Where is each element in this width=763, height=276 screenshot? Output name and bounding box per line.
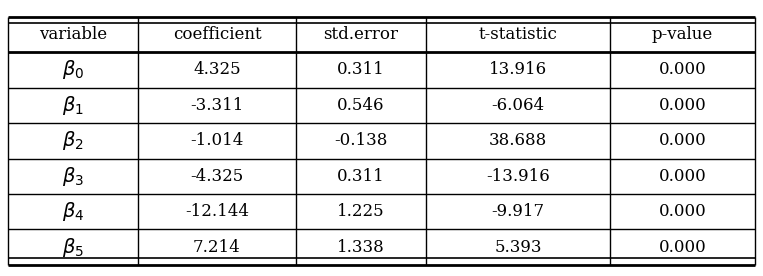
- Text: $\beta_{0}$: $\beta_{0}$: [62, 58, 84, 81]
- Text: p-value: p-value: [652, 26, 713, 43]
- Text: -4.325: -4.325: [191, 168, 243, 185]
- Text: 13.916: 13.916: [489, 61, 547, 78]
- Text: 5.393: 5.393: [494, 239, 542, 256]
- Text: 0.000: 0.000: [658, 61, 707, 78]
- Text: -1.014: -1.014: [190, 132, 243, 149]
- Text: $\beta_{3}$: $\beta_{3}$: [62, 165, 84, 188]
- Text: -9.917: -9.917: [491, 203, 545, 220]
- Text: 0.000: 0.000: [658, 239, 707, 256]
- Text: -3.311: -3.311: [190, 97, 243, 114]
- Text: $\beta_{2}$: $\beta_{2}$: [63, 129, 84, 152]
- Text: 0.546: 0.546: [337, 97, 385, 114]
- Text: 0.311: 0.311: [337, 61, 385, 78]
- Text: coefficient: coefficient: [172, 26, 261, 43]
- Text: variable: variable: [39, 26, 107, 43]
- Text: $\beta_{4}$: $\beta_{4}$: [62, 200, 84, 223]
- Text: 0.000: 0.000: [658, 203, 707, 220]
- Text: 7.214: 7.214: [193, 239, 241, 256]
- Text: -12.144: -12.144: [185, 203, 249, 220]
- Text: 4.325: 4.325: [193, 61, 241, 78]
- Text: -0.138: -0.138: [334, 132, 388, 149]
- Text: t-statistic: t-statistic: [478, 26, 558, 43]
- Text: 0.000: 0.000: [658, 97, 707, 114]
- Text: 1.225: 1.225: [337, 203, 385, 220]
- Text: 1.338: 1.338: [337, 239, 385, 256]
- Text: -6.064: -6.064: [491, 97, 545, 114]
- Text: 0.311: 0.311: [337, 168, 385, 185]
- Text: 0.000: 0.000: [658, 132, 707, 149]
- Text: 38.688: 38.688: [489, 132, 547, 149]
- Text: 0.000: 0.000: [658, 168, 707, 185]
- Text: $\beta_{5}$: $\beta_{5}$: [62, 236, 84, 259]
- Text: std.error: std.error: [324, 26, 398, 43]
- Text: -13.916: -13.916: [486, 168, 550, 185]
- Text: $\beta_{1}$: $\beta_{1}$: [62, 94, 84, 117]
